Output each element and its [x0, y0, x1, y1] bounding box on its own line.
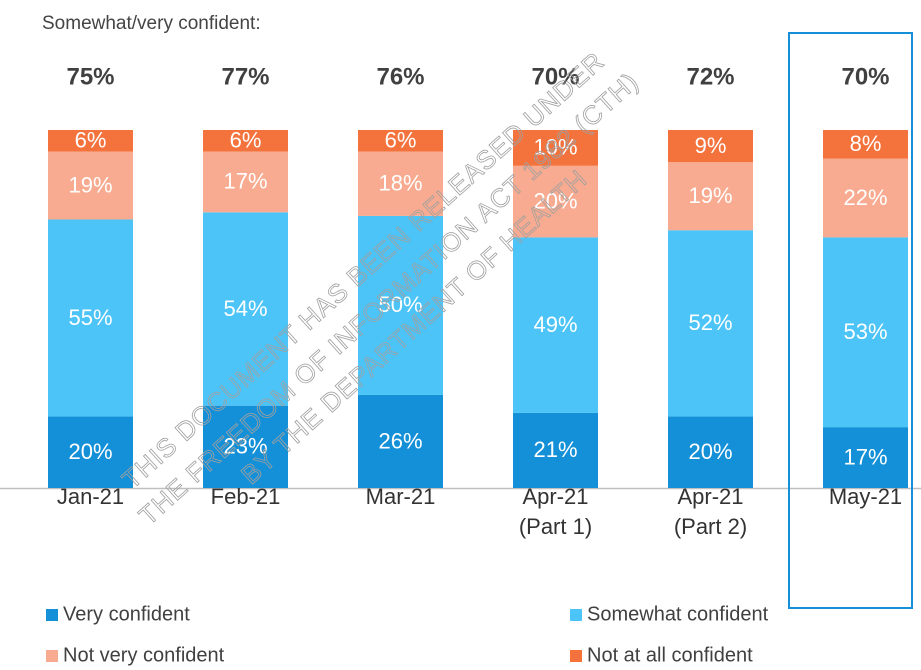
legend-swatch	[46, 609, 58, 621]
bar-segment	[823, 158, 908, 238]
total-label: 70%	[841, 63, 889, 90]
segment-label: 6%	[230, 128, 262, 153]
bar-segment	[823, 237, 908, 428]
segment-label: 19%	[688, 183, 732, 208]
bar-segment	[203, 151, 288, 213]
bar-segment	[513, 412, 598, 488]
segment-label: 10%	[533, 135, 577, 160]
bar-segment	[203, 130, 288, 152]
segment-label: 6%	[385, 128, 417, 153]
segment-label: 22%	[843, 185, 887, 210]
bar-segment	[358, 394, 443, 488]
segment-label: 50%	[378, 292, 422, 317]
legend-label: Very confident	[63, 603, 190, 625]
legend-swatch	[570, 650, 582, 662]
segment-label: 6%	[75, 128, 107, 153]
bar-segment	[668, 416, 753, 488]
segment-label: 19%	[68, 172, 112, 197]
total-label: 70%	[531, 63, 579, 90]
x-tick-label: Mar-21	[366, 484, 436, 509]
segment-label: 18%	[378, 171, 422, 196]
total-label: 76%	[376, 63, 424, 90]
chart-subtitle: Somewhat/very confident:	[42, 13, 261, 34]
bar-segment	[823, 427, 908, 488]
bar-segment	[48, 151, 133, 220]
bar-segment	[513, 165, 598, 238]
segment-label: 9%	[695, 133, 727, 158]
x-tick-label: May-21	[829, 484, 902, 509]
bar-segment	[48, 416, 133, 488]
bar-segment	[48, 130, 133, 152]
x-tick-label: Apr-21 (Part 1)	[519, 484, 592, 539]
segment-label: 26%	[378, 428, 422, 453]
bar-segment	[358, 215, 443, 395]
total-label: 75%	[66, 63, 114, 90]
bar-segment	[668, 162, 753, 231]
segment-label: 53%	[843, 319, 887, 344]
bar-segment	[203, 405, 288, 488]
segment-label: 55%	[68, 305, 112, 330]
legend-label: Somewhat confident	[587, 603, 769, 625]
x-tick-label: Apr-21 (Part 2)	[674, 484, 747, 539]
bar-segment	[668, 130, 753, 163]
segment-label: 17%	[843, 444, 887, 469]
segment-label: 49%	[533, 312, 577, 337]
bar-segment	[513, 237, 598, 413]
bar-segment	[668, 230, 753, 417]
bar-segment	[48, 219, 133, 417]
legend-label: Not very confident	[63, 644, 225, 666]
total-label: 72%	[686, 63, 734, 90]
segment-label: 20%	[533, 188, 577, 213]
segment-label: 54%	[223, 296, 267, 321]
segment-label: 17%	[223, 169, 267, 194]
highlight-box	[788, 32, 913, 609]
segment-label: 8%	[850, 131, 882, 156]
bar-segment	[203, 212, 288, 406]
segment-label: 20%	[688, 439, 732, 464]
bar-segment	[358, 130, 443, 152]
bar-segment	[513, 130, 598, 166]
legend-swatch	[46, 650, 58, 662]
x-tick-label: Feb-21	[211, 484, 281, 509]
segment-label: 21%	[533, 437, 577, 462]
legend-swatch	[570, 609, 582, 621]
segment-label: 52%	[688, 310, 732, 335]
total-label: 77%	[221, 63, 269, 90]
segment-label: 23%	[223, 434, 267, 459]
bar-segment	[823, 130, 908, 159]
x-tick-label: Jan-21	[57, 484, 124, 509]
segment-label: 20%	[68, 439, 112, 464]
bar-segment	[358, 151, 443, 216]
legend-label: Not at all confident	[587, 644, 753, 666]
